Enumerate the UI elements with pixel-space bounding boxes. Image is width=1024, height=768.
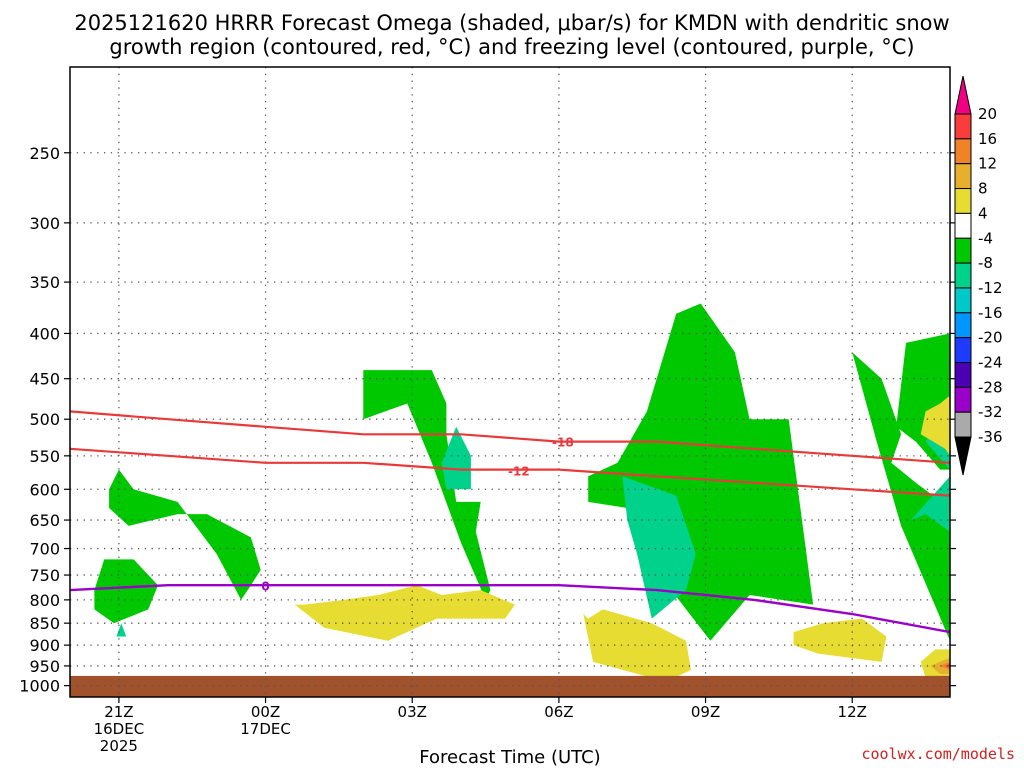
omega-region-6: [441, 426, 471, 490]
ground-band: [70, 675, 950, 697]
y-tick-label: 700: [29, 540, 60, 559]
title-line-1: 2025121620 HRRR Forecast Omega (shaded, …: [74, 11, 949, 35]
colorbar-box: [954, 237, 972, 264]
colorbar-box: [954, 262, 972, 289]
omega-region-13: [920, 395, 950, 456]
colorbar-label: 20: [978, 105, 997, 123]
x-axis-title: Forecast Time (UTC): [419, 747, 600, 768]
colorbar-box: [954, 138, 972, 165]
x-tick-label: 21Z: [104, 703, 133, 721]
plot-frame: [69, 66, 951, 698]
y-tick-label: 900: [29, 636, 60, 655]
y-tick-label: 500: [29, 410, 60, 429]
omega-region-3: [852, 352, 950, 641]
y-tick-label: 750: [29, 566, 60, 585]
x-tick-label: 00Z: [251, 703, 280, 721]
colorbar-label: 12: [978, 155, 997, 173]
colorbar-box: [954, 113, 972, 140]
x-tick-label: 03Z: [398, 703, 427, 721]
colorbar-bottom-arrow: [954, 436, 972, 476]
omega-region-0: [109, 469, 261, 600]
colorbar: -36 -32 -28 -24 -20 -16 -12 -8 -4 4 8 12 16 20: [954, 75, 1003, 476]
colorbar-label: -4: [978, 229, 993, 247]
freezing-level-label: 0: [261, 580, 269, 594]
omega-region-5: [622, 476, 696, 619]
colorbar-label: -12: [978, 279, 1003, 297]
x-tick-label: 12Z: [838, 703, 867, 721]
colorbar-box: [954, 362, 972, 388]
colorbar-box: [954, 312, 972, 339]
y-axis: 250 300 350 400 450 500 550 600 650 700 750 800 850 9…: [19, 144, 956, 696]
dgz-contour-label: -12: [508, 465, 530, 479]
colorbar-label: -28: [978, 378, 1003, 396]
omega-region-1: [363, 370, 491, 600]
y-tick-label: 450: [29, 370, 60, 389]
credit-link[interactable]: coolwx.com/models: [861, 745, 1015, 763]
colorbar-box: [954, 212, 972, 239]
chart-title: 2025121620 HRRR Forecast Omega (shaded, …: [74, 11, 949, 59]
colorbar-box: [954, 411, 972, 438]
omega-region-18: [116, 623, 127, 637]
colorbar-label: 4: [978, 204, 988, 222]
colorbar-label: -24: [978, 354, 1003, 372]
y-tick-label: 550: [29, 447, 60, 466]
freezing-level-contour: [70, 584, 950, 634]
y-tick-label: 400: [29, 324, 60, 343]
omega-region-8: [910, 476, 950, 532]
colorbar-box: [954, 337, 972, 363]
omega-region-15: [930, 657, 950, 674]
y-tick-label: 350: [29, 273, 60, 292]
colorbar-box: [954, 188, 972, 214]
colorbar-label: -36: [978, 428, 1003, 446]
y-tick-label: 800: [29, 591, 60, 610]
x-tick-label: 16DEC: [94, 720, 145, 738]
y-tick-label: 600: [29, 480, 60, 499]
colorbar-box: [954, 163, 972, 190]
y-tick-label: 950: [29, 657, 60, 676]
grid: [70, 67, 950, 697]
omega-region-12: [793, 618, 887, 662]
colorbar-box: [954, 287, 972, 314]
x-tick-label: 09Z: [691, 703, 720, 721]
title-line-2: growth region (contoured, red, °C) and f…: [109, 35, 914, 59]
omega-region-10: [294, 585, 515, 641]
dgz-contour--18: [70, 410, 950, 464]
dgz-contour-label: -18: [552, 436, 574, 450]
colorbar-top-arrow: [954, 75, 972, 115]
x-tick-label: 2025: [100, 737, 138, 755]
colorbar-label: -16: [978, 304, 1003, 322]
y-tick-label: 300: [29, 214, 60, 233]
omega-region-2: [588, 303, 814, 641]
x-tick-label: 06Z: [544, 703, 573, 721]
omega-region-9: [94, 559, 158, 624]
dgz-contour--12: [70, 447, 950, 497]
y-tick-label: 850: [29, 614, 60, 633]
plot-area: -18 -12 0: [69, 66, 951, 698]
y-tick-label: 650: [29, 511, 60, 530]
omega-shading: [70, 303, 950, 697]
colorbar-label: -20: [978, 329, 1003, 347]
omega-region-11: [583, 609, 691, 682]
colorbar-label: -8: [978, 254, 993, 272]
y-tick-label: 1000: [19, 677, 60, 696]
colorbar-label: -32: [978, 403, 1003, 421]
contours: -18 -12 0: [70, 410, 950, 634]
y-tick-label: 250: [29, 144, 60, 163]
colorbar-label: 16: [978, 130, 997, 148]
colorbar-label: 8: [978, 180, 988, 198]
colorbar-box: [954, 386, 972, 413]
x-tick-label: 17DEC: [240, 720, 291, 738]
